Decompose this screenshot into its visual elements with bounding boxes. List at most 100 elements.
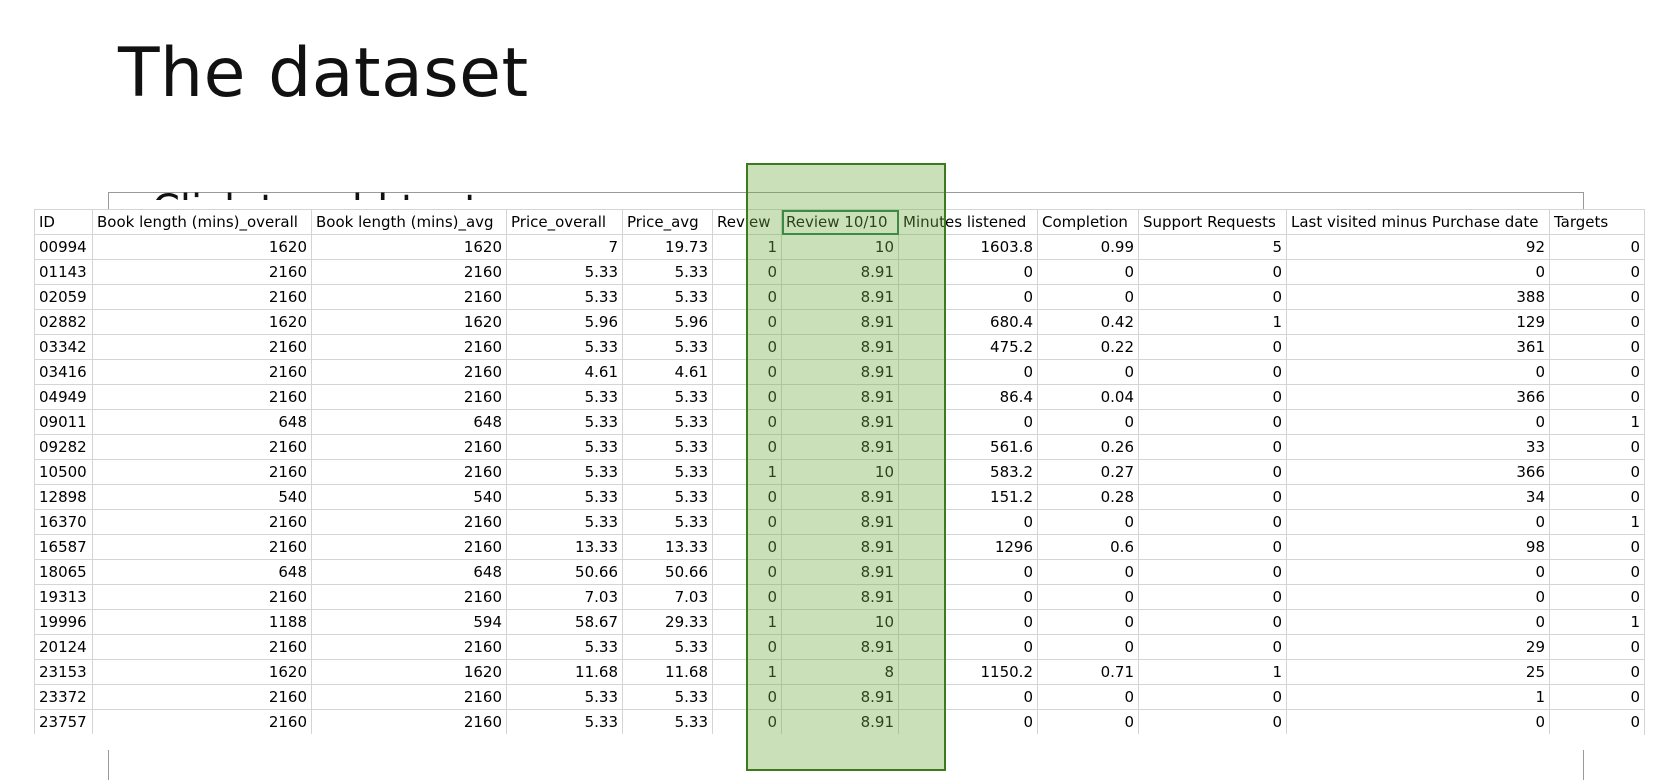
table-cell[interactable]: 0 [1138,334,1287,360]
row-id-cell[interactable]: 09011 [34,409,93,435]
table-cell[interactable]: 50.66 [622,559,713,585]
column-header[interactable]: Price_overall [506,209,623,235]
table-cell[interactable]: 5 [1138,234,1287,260]
table-cell[interactable]: 0 [1138,609,1287,635]
table-cell[interactable]: 5.33 [622,384,713,410]
table-cell[interactable]: 0 [1138,534,1287,560]
table-cell[interactable]: 2160 [92,634,312,660]
table-cell[interactable]: 648 [92,559,312,585]
table-cell[interactable]: 388 [1286,284,1550,310]
table-cell[interactable]: 0.6 [1037,534,1139,560]
table-cell[interactable]: 361 [1286,334,1550,360]
table-cell[interactable]: 1620 [311,309,507,335]
table-cell[interactable]: 5.33 [506,384,623,410]
table-cell[interactable]: 5.96 [622,309,713,335]
table-cell[interactable]: 594 [311,609,507,635]
table-cell[interactable]: 0 [1286,709,1550,735]
table-cell[interactable]: 648 [311,409,507,435]
table-cell[interactable]: 92 [1286,234,1550,260]
table-cell[interactable]: 0 [1549,584,1645,610]
table-cell[interactable]: 0 [1549,434,1645,460]
row-id-cell[interactable]: 10500 [34,459,93,485]
table-cell[interactable]: 1 [1138,659,1287,685]
table-cell[interactable]: 0 [1549,484,1645,510]
table-cell[interactable]: 0 [1037,709,1139,735]
table-cell[interactable]: 1620 [92,659,312,685]
table-cell[interactable]: 5.33 [622,434,713,460]
table-cell[interactable]: 8.91 [781,334,899,360]
row-id-cell[interactable]: 19996 [34,609,93,635]
table-cell[interactable]: 5.33 [506,434,623,460]
table-cell[interactable]: 540 [311,484,507,510]
table-cell[interactable]: 8.91 [781,559,899,585]
table-cell[interactable]: 0 [1286,559,1550,585]
table-cell[interactable]: 5.33 [622,709,713,735]
table-cell[interactable]: 0 [1037,509,1139,535]
row-id-cell[interactable]: 18065 [34,559,93,585]
table-cell[interactable]: 2160 [92,384,312,410]
table-cell[interactable]: 0 [1037,634,1139,660]
row-id-cell[interactable]: 01143 [34,259,93,285]
table-cell[interactable]: 5.33 [506,459,623,485]
table-cell[interactable]: 0 [1138,584,1287,610]
table-cell[interactable]: 1 [1549,409,1645,435]
table-cell[interactable]: 0 [1037,684,1139,710]
table-cell[interactable]: 10 [781,609,899,635]
table-cell[interactable]: 2160 [92,709,312,735]
table-cell[interactable]: 5.33 [506,409,623,435]
table-cell[interactable]: 13.33 [622,534,713,560]
row-id-cell[interactable]: 19313 [34,584,93,610]
row-id-cell[interactable]: 16370 [34,509,93,535]
table-cell[interactable]: 1603.8 [898,234,1038,260]
table-cell[interactable]: 1 [1138,309,1287,335]
table-cell[interactable]: 29 [1286,634,1550,660]
table-cell[interactable]: 0 [1286,359,1550,385]
table-cell[interactable]: 5.33 [622,334,713,360]
table-cell[interactable]: 0 [1037,359,1139,385]
table-cell[interactable]: 0 [898,709,1038,735]
table-cell[interactable]: 2160 [92,509,312,535]
table-cell[interactable]: 0 [1037,409,1139,435]
table-cell[interactable]: 540 [92,484,312,510]
column-header[interactable]: ID [34,209,93,235]
table-cell[interactable]: 648 [311,559,507,585]
table-cell[interactable]: 2160 [92,584,312,610]
table-cell[interactable]: 648 [92,409,312,435]
table-cell[interactable]: 475.2 [898,334,1038,360]
row-id-cell[interactable]: 09282 [34,434,93,460]
column-header[interactable]: Price_avg [622,209,713,235]
table-cell[interactable]: 4.61 [506,359,623,385]
table-cell[interactable]: 0 [1286,584,1550,610]
row-id-cell[interactable]: 02882 [34,309,93,335]
table-cell[interactable]: 0.99 [1037,234,1139,260]
table-cell[interactable]: 0 [1549,709,1645,735]
table-cell[interactable]: 2160 [311,459,507,485]
table-cell[interactable]: 1 [1286,684,1550,710]
table-cell[interactable]: 8.91 [781,509,899,535]
table-cell[interactable]: 366 [1286,459,1550,485]
table-cell[interactable]: 0 [1138,359,1287,385]
table-cell[interactable]: 0 [1138,459,1287,485]
table-cell[interactable]: 98 [1286,534,1550,560]
table-cell[interactable]: 1620 [92,234,312,260]
table-cell[interactable]: 0 [1549,384,1645,410]
table-cell[interactable]: 0 [1549,559,1645,585]
table-cell[interactable]: 1 [1549,609,1645,635]
table-cell[interactable]: 1620 [92,309,312,335]
table-cell[interactable]: 8.91 [781,634,899,660]
table-cell[interactable]: 5.33 [506,684,623,710]
table-cell[interactable]: 2160 [92,534,312,560]
table-cell[interactable]: 0 [898,584,1038,610]
table-cell[interactable]: 0 [1549,459,1645,485]
table-cell[interactable]: 2160 [311,259,507,285]
table-cell[interactable]: 1620 [311,234,507,260]
table-cell[interactable]: 8.91 [781,709,899,735]
table-cell[interactable]: 0 [1138,484,1287,510]
table-cell[interactable]: 0 [1138,384,1287,410]
row-id-cell[interactable]: 00994 [34,234,93,260]
table-cell[interactable]: 8.91 [781,359,899,385]
table-cell[interactable]: 29.33 [622,609,713,635]
row-id-cell[interactable]: 23372 [34,684,93,710]
column-header[interactable]: Support Requests [1138,209,1287,235]
table-cell[interactable]: 50.66 [506,559,623,585]
